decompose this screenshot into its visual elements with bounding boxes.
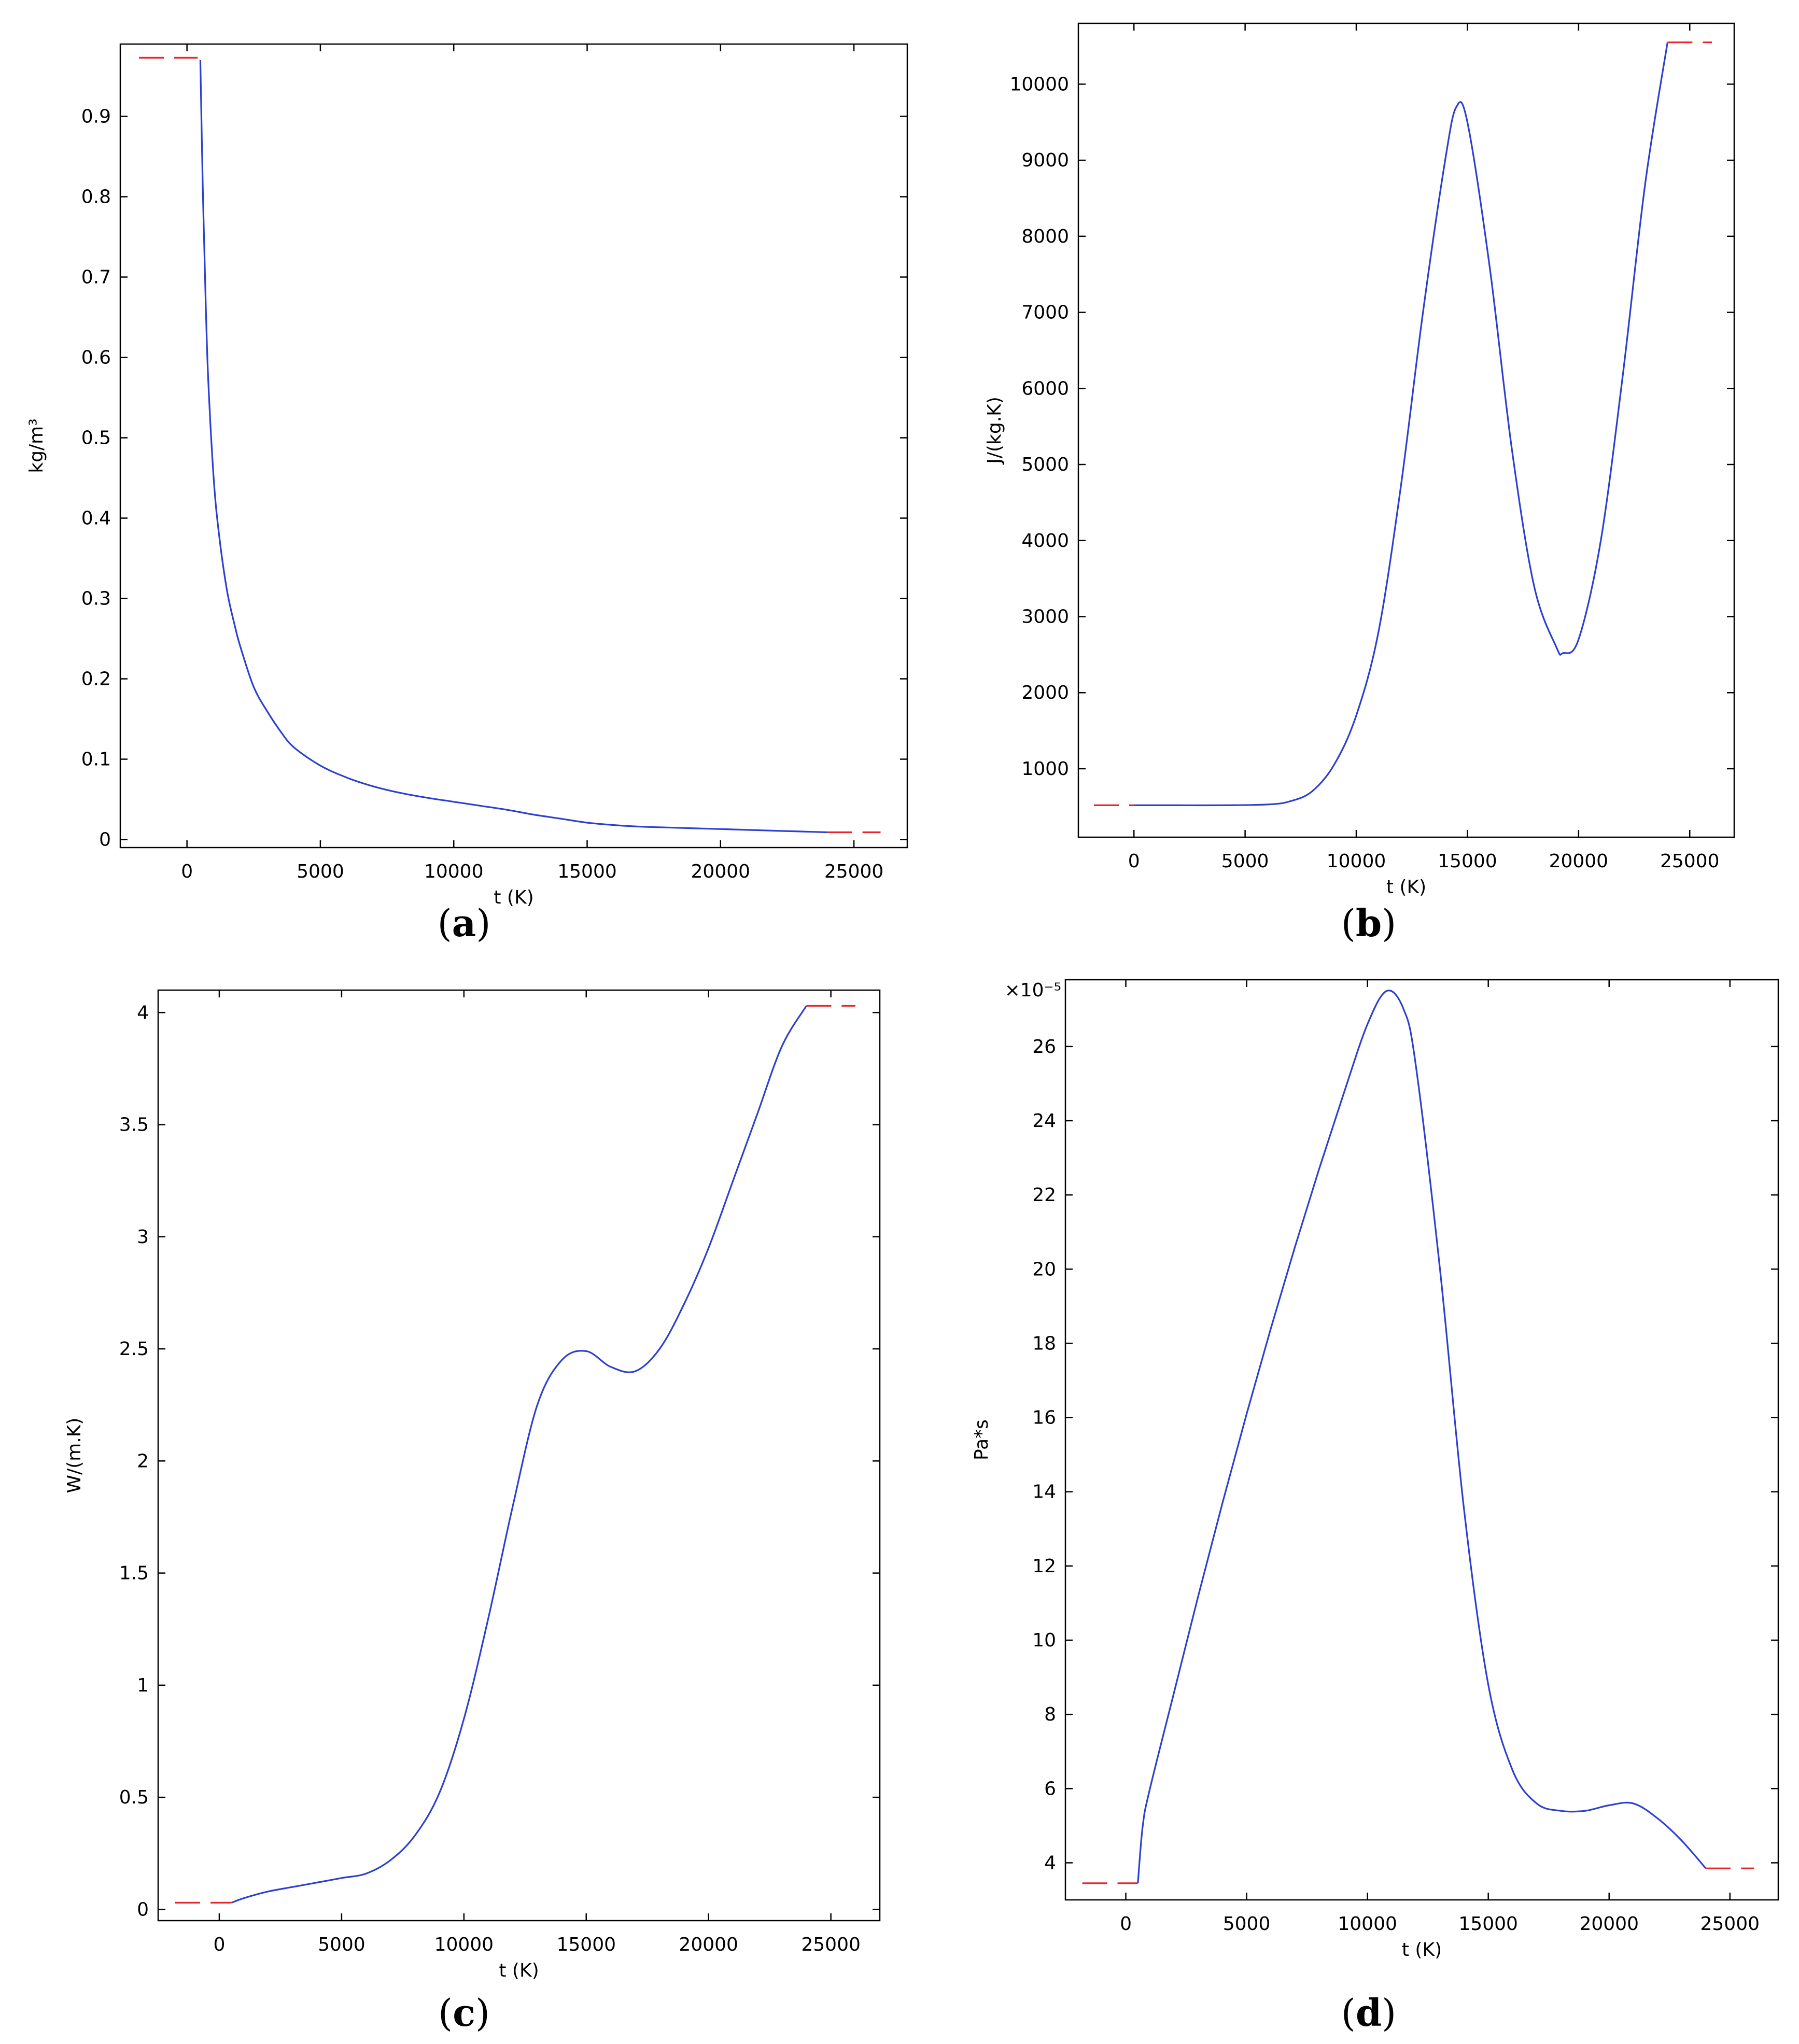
- panel-label-c: (c): [438, 1991, 490, 2035]
- y-axis-label-d: Pa*s: [971, 1419, 992, 1460]
- x-tick-label-d-3: 15000: [1458, 1913, 1518, 1935]
- x-tick-label-a-5: 25000: [824, 861, 884, 882]
- y-multiplier-d: ×10⁻⁵: [1005, 980, 1061, 1001]
- y-tick-label-d-2: 8: [1044, 1704, 1056, 1725]
- x-axis-label-c: t (K): [499, 1960, 539, 1981]
- y-tick-label-b-0: 1000: [1021, 758, 1069, 780]
- y-tick-label-a-2: 0.2: [81, 669, 111, 690]
- chart-a: 0 5000 10000 15000 20000 25000 0 0.1 0.2 0.3 0.4 0.…: [26, 43, 908, 908]
- y-tick-label-c-7: 3.5: [119, 1115, 149, 1136]
- y-tick-label-b-6: 7000: [1021, 302, 1069, 323]
- panel-label-b: (b): [1341, 901, 1397, 945]
- y-tick-label-d-8: 20: [1032, 1259, 1056, 1280]
- x-tick-label-c-3: 15000: [556, 1934, 616, 1955]
- y-tick-label-a-4: 0.4: [81, 508, 111, 529]
- chart-c: 0 5000 10000 15000 20000 25000 0 0.5 1 1.5 2 2.5 3 3.…: [64, 989, 881, 1981]
- x-tick-label-a-2: 10000: [424, 861, 484, 882]
- x-tick-label-a-3: 15000: [557, 861, 617, 882]
- x-tick-label-b-4: 20000: [1549, 851, 1609, 872]
- y-tick-label-a-0: 0: [99, 829, 111, 851]
- y-tick-label-b-7: 8000: [1021, 226, 1069, 247]
- plot-frame-b: [1077, 22, 1735, 838]
- chart-b: 0 5000 10000 15000 20000 25000 1000 2000 3000 400…: [984, 22, 1735, 898]
- x-axis-label-a: t (K): [494, 887, 533, 908]
- y-tick-label-a-6: 0.6: [81, 347, 111, 369]
- y-tick-label-b-5: 6000: [1021, 378, 1069, 399]
- y-tick-label-a-9: 0.9: [81, 106, 111, 128]
- x-tick-label-d-5: 25000: [1700, 1913, 1760, 1935]
- y-tick-label-b-4: 5000: [1021, 454, 1069, 475]
- x-tick-label-d-2: 10000: [1338, 1913, 1397, 1935]
- x-tick-label-b-0: 0: [1128, 851, 1140, 872]
- y-tick-label-d-4: 12: [1032, 1556, 1056, 1577]
- y-tick-label-d-1: 6: [1044, 1778, 1056, 1799]
- y-tick-label-b-1: 2000: [1021, 682, 1069, 703]
- x-axis-label-d: t (K): [1402, 1939, 1442, 1961]
- y-tick-label-d-5: 14: [1032, 1482, 1056, 1503]
- y-tick-label-a-5: 0.5: [81, 428, 111, 449]
- y-tick-label-c-5: 2.5: [119, 1338, 149, 1360]
- x-tick-label-c-1: 5000: [318, 1934, 366, 1955]
- plot-frame-a: [119, 43, 908, 849]
- y-tick-label-c-4: 2: [137, 1450, 149, 1472]
- x-tick-label-c-5: 25000: [801, 1934, 861, 1955]
- x-tick-label-b-2: 10000: [1327, 851, 1386, 872]
- y-tick-label-b-8: 9000: [1021, 150, 1069, 171]
- y-tick-label-c-3: 1.5: [119, 1563, 149, 1584]
- y-axis-label-b: J/(kg.K): [984, 397, 1005, 465]
- y-tick-label-b-3: 4000: [1021, 530, 1069, 552]
- x-tick-label-c-2: 10000: [434, 1934, 494, 1955]
- data-curve-b-0: [1134, 42, 1668, 807]
- y-tick-label-c-2: 1: [137, 1675, 149, 1696]
- data-curve-c-0: [231, 1005, 807, 1904]
- y-tick-label-a-3: 0.3: [81, 588, 111, 610]
- chart-d: 0 5000 10000 15000 20000 25000 4 6 8 10 12 14 16 18 20…: [971, 979, 1779, 1961]
- x-tick-label-a-4: 20000: [691, 861, 751, 882]
- y-axis-label-a: kg/m³: [26, 418, 47, 473]
- x-tick-label-c-0: 0: [214, 1934, 226, 1955]
- y-tick-label-c-8: 4: [137, 1002, 149, 1023]
- x-axis-label-b: t (K): [1386, 877, 1426, 898]
- x-tick-label-b-1: 5000: [1221, 851, 1269, 872]
- panel-label-d: (d): [1341, 1991, 1397, 2035]
- y-tick-label-d-11: 26: [1032, 1036, 1056, 1058]
- y-tick-label-d-6: 16: [1032, 1407, 1056, 1429]
- y-tick-label-d-0: 4: [1044, 1852, 1056, 1873]
- x-tick-label-b-5: 25000: [1660, 851, 1720, 872]
- x-tick-label-d-0: 0: [1120, 1913, 1132, 1935]
- x-tick-label-d-1: 5000: [1223, 1913, 1271, 1935]
- plot-frame-d: [1064, 979, 1779, 1901]
- y-tick-label-c-1: 0.5: [119, 1787, 149, 1808]
- y-tick-label-d-3: 10: [1032, 1630, 1056, 1651]
- y-tick-label-a-1: 0.1: [81, 749, 111, 770]
- y-tick-label-a-8: 0.8: [81, 187, 111, 208]
- panel-label-a: (a): [437, 901, 491, 945]
- y-tick-label-d-10: 24: [1032, 1110, 1056, 1132]
- x-tick-label-a-1: 5000: [297, 861, 344, 882]
- plot-frame-c: [157, 989, 881, 1922]
- y-tick-label-b-2: 3000: [1021, 606, 1069, 627]
- x-tick-label-a-0: 0: [181, 861, 193, 882]
- data-curve-a-0: [199, 60, 827, 834]
- data-curve-d-0: [1137, 990, 1707, 1883]
- x-tick-label-c-4: 20000: [679, 1934, 738, 1955]
- y-tick-label-d-7: 18: [1032, 1333, 1056, 1354]
- y-tick-label-d-9: 22: [1032, 1185, 1056, 1206]
- y-tick-label-c-6: 3: [137, 1227, 149, 1248]
- x-tick-label-b-3: 15000: [1438, 851, 1497, 872]
- x-tick-label-d-4: 20000: [1579, 1913, 1639, 1935]
- y-axis-label-c: W/(m.K): [64, 1418, 85, 1493]
- y-tick-label-a-7: 0.7: [81, 267, 111, 288]
- y-tick-label-c-0: 0: [137, 1899, 149, 1920]
- y-tick-label-b-9: 10000: [1009, 74, 1069, 95]
